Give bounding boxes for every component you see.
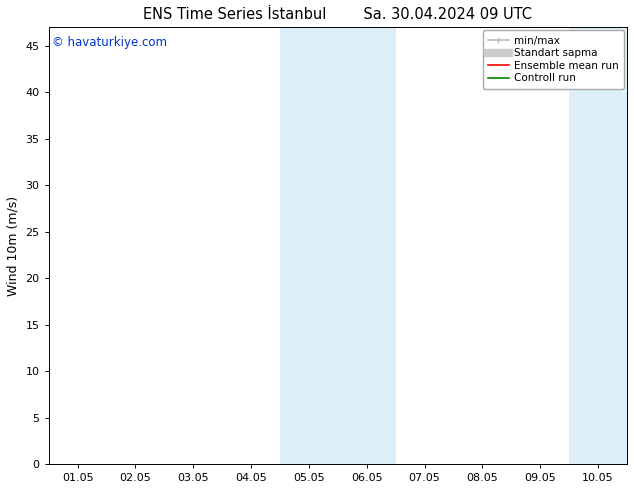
Bar bbox=[338, 27, 396, 464]
Y-axis label: Wind 10m (m/s): Wind 10m (m/s) bbox=[7, 196, 20, 296]
Bar bbox=[280, 27, 338, 464]
Text: © havaturkiye.com: © havaturkiye.com bbox=[51, 36, 167, 49]
Title: ENS Time Series İstanbul        Sa. 30.04.2024 09 UTC: ENS Time Series İstanbul Sa. 30.04.2024 … bbox=[143, 7, 533, 22]
Bar bbox=[569, 27, 627, 464]
Legend: min/max, Standart sapma, Ensemble mean run, Controll run: min/max, Standart sapma, Ensemble mean r… bbox=[482, 30, 624, 89]
